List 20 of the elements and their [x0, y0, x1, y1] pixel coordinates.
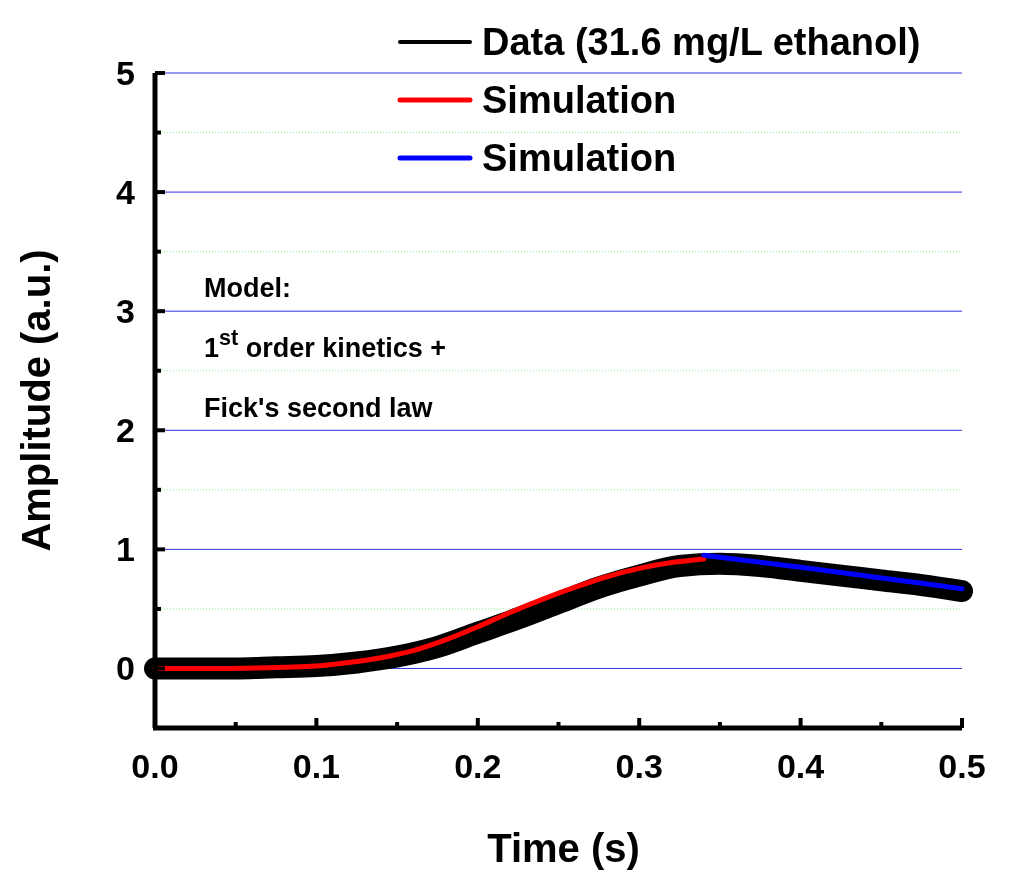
x-tick-label: 0.3 — [615, 747, 663, 785]
legend-label: Simulation — [482, 79, 677, 122]
annotation: 1$^{st}$ order kinetics + — [204, 324, 447, 363]
y-tick-label: 2 — [116, 411, 135, 450]
y-tick-label: 3 — [116, 292, 135, 331]
x-tick-label: 0.4 — [776, 747, 825, 785]
y-tick-label: 4 — [116, 172, 136, 211]
annotation: Model: — [204, 273, 291, 303]
legend-label: Data (31.6 mg/L ethanol) — [482, 21, 921, 64]
y-axis-title: Amplitude (a.u.) — [14, 249, 58, 552]
x-axis-title: Time (s) — [487, 826, 640, 870]
y-tick-label: 1 — [116, 530, 135, 569]
legend-label: Simulation — [482, 137, 677, 180]
annotation: Fick's second law — [204, 393, 434, 423]
y-tick-label: 5 — [116, 53, 135, 92]
x-tick-label: 0.2 — [454, 747, 502, 785]
x-tick-label: 0.1 — [292, 747, 341, 785]
x-tick-label: 0.5 — [938, 747, 986, 785]
x-tick-label: 0.0 — [131, 747, 179, 785]
y-tick-label: 0 — [116, 649, 135, 688]
